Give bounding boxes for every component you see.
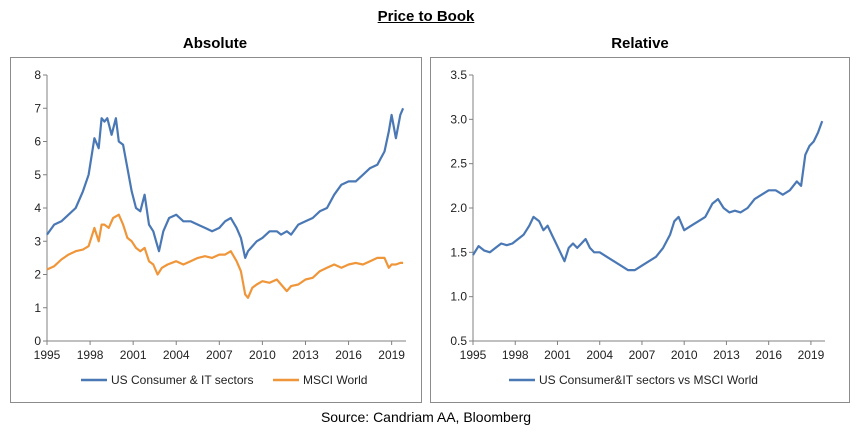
x-tick-label: 2007 (206, 348, 233, 362)
y-tick-label: 2.0 (450, 201, 467, 215)
y-tick-label: 1 (34, 301, 41, 315)
relative-pb-chart: 0.5 1.0 1.5 2.0 2.5 3.0 3.5 1995 1998 2001 2004 200… (450, 68, 825, 387)
legend-label: US Consumer & IT sectors (111, 373, 254, 387)
x-tick-label: 2004 (163, 348, 190, 362)
y-tick-label: 0.5 (450, 334, 467, 348)
x-tick-label: 1995 (460, 348, 487, 362)
x-tick-label: 2010 (249, 348, 276, 362)
x-tick-label: 2016 (335, 348, 362, 362)
x-tick-label: 2001 (544, 348, 571, 362)
chart-title-relative: Relative (611, 35, 669, 52)
x-tick-label: 2013 (713, 348, 740, 362)
y-tick-label: 0 (34, 334, 41, 348)
x-tick-label: 2007 (629, 348, 656, 362)
absolute-pb-chart: 0 1 2 3 4 5 6 7 8 1995 1998 2001 2004 2007 2010 2013 201… (34, 68, 406, 387)
chart-frame-absolute: 0 1 2 3 4 5 6 7 8 1995 1998 2001 2004 2007 2010 2013 201… (10, 57, 422, 403)
y-tick-label: 3.5 (450, 68, 467, 82)
x-tick-label: 1998 (502, 348, 529, 362)
y-tick-label: 1.0 (450, 290, 467, 304)
x-tick-label: 2010 (671, 348, 698, 362)
source-note: Source: Candriam AA, Bloomberg (320, 409, 532, 425)
series-line-1 (46, 213, 404, 299)
x-tick-label: 2004 (586, 348, 613, 362)
x-tick-label: 2019 (378, 348, 405, 362)
y-tick-label: 3.0 (450, 112, 467, 126)
y-tick-label: 6 (34, 135, 41, 149)
page-title: Price to Book (377, 8, 475, 25)
y-tick-label: 5 (34, 168, 41, 182)
y-tick-label: 2 (34, 268, 41, 282)
y-tick-label: 4 (34, 201, 41, 215)
y-tick-label: 7 (34, 101, 41, 115)
y-tick-label: 2.5 (450, 157, 467, 171)
x-tick-label: 2013 (292, 348, 319, 362)
y-tick-label: 8 (34, 68, 41, 82)
legend-label: MSCI World (303, 373, 367, 387)
y-tick-label: 3 (34, 234, 41, 248)
series-line-0 (472, 120, 824, 272)
x-tick-label: 1995 (34, 348, 61, 362)
x-tick-label: 2016 (755, 348, 782, 362)
chart-frame-relative: 0.5 1.0 1.5 2.0 2.5 3.0 3.5 1995 1998 2001 2004 200… (430, 57, 850, 403)
series-line-0 (46, 107, 405, 259)
y-tick-label: 1.5 (450, 245, 467, 259)
legend-label: US Consumer&IT sectors vs MSCI World (539, 373, 758, 387)
x-tick-label: 2019 (798, 348, 825, 362)
x-tick-label: 1998 (77, 348, 104, 362)
x-tick-label: 2001 (120, 348, 147, 362)
chart-title-absolute: Absolute (182, 35, 248, 52)
